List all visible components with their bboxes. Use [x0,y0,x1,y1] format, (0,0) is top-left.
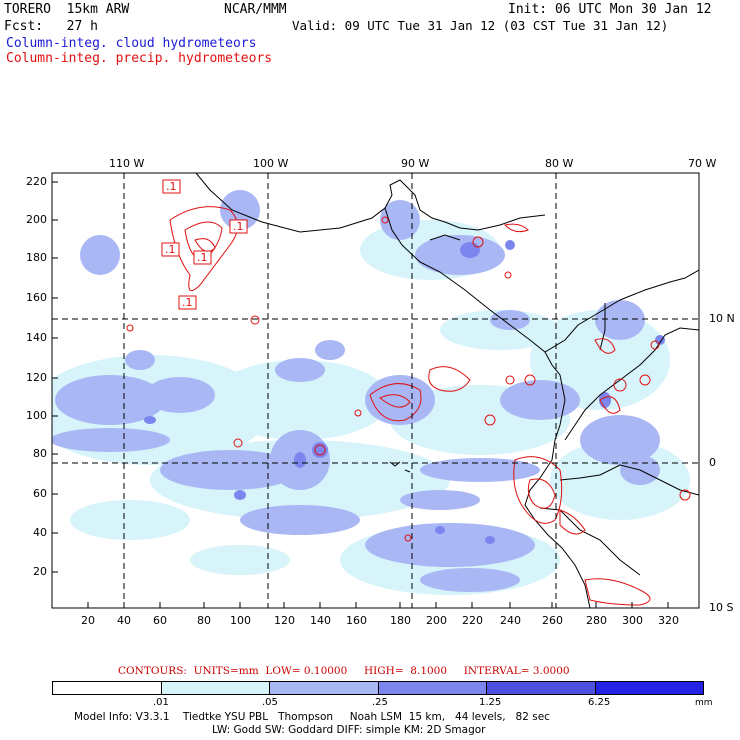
lon-label: 80 W [545,157,574,170]
axis-ticks [52,181,669,608]
contour-label: .1 [166,180,177,193]
lat-label: 10 S [709,601,734,614]
contour-label-boxes [161,179,248,310]
precip-contours [126,206,691,606]
lon-label: 110 W [109,157,145,170]
lon-label: 70 W [688,157,717,170]
y-tick-label: 120 [26,371,47,384]
x-tick-label: 240 [500,614,521,627]
colorbar-label: .25 [372,697,388,708]
physics-info: LW: Godd SW: Goddard DIFF: simple KM: 2D… [212,724,486,736]
field-precip-title: Column-integ. precip. hydrometeors [6,51,273,66]
contours-legend: CONTOURS: UNITS=mm LOW= 0.10000 HIGH= 8.… [118,665,570,677]
plot-frame [51,172,700,609]
model-info: Model Info: V3.3.1 Tiedtke YSU PBL Thomp… [74,711,550,723]
y-tick-label: 140 [26,331,47,344]
forecast-hour: Fcst: 27 h [4,19,98,34]
colorbar-units: mm [695,698,713,708]
color-bin [595,682,703,694]
color-bin [487,682,596,694]
x-tick-label: 220 [462,614,483,627]
field-cloud-title: Column-integ. cloud hydrometeors [6,36,257,51]
color-bin [53,682,162,694]
colorbar-label: .05 [262,697,278,708]
x-tick-label: 280 [586,614,607,627]
y-tick-label: 80 [33,447,47,460]
org-label: NCAR/MMM [224,2,287,17]
x-tick-label: 140 [310,614,331,627]
color-bin [270,682,379,694]
lat-label: 10 N [709,312,735,325]
y-tick-label: 180 [26,251,47,264]
colorbar-label: .01 [153,697,169,708]
x-tick-label: 120 [274,614,295,627]
x-tick-label: 180 [390,614,411,627]
contour-label: .1 [182,296,193,309]
color-bin [378,682,487,694]
y-tick-label: 60 [33,487,47,500]
coastlines [195,173,699,608]
color-bin [161,682,270,694]
model-title: TORERO 15km ARW [4,2,130,17]
lon-label: 100 W [253,157,289,170]
color-bar [52,681,704,695]
x-tick-label: 260 [542,614,563,627]
x-tick-label: 100 [230,614,251,627]
contour-label: .1 [233,220,244,233]
init-time: Init: 06 UTC Mon 30 Jan 12 [508,2,712,17]
contour-label: .1 [165,243,176,256]
colorbar-label: 6.25 [588,697,611,708]
y-tick-label: 20 [33,565,47,578]
x-tick-label: 200 [426,614,447,627]
cloud-field [52,190,690,595]
colorbar-label: 1.25 [479,697,502,708]
x-tick-label: 80 [197,614,211,627]
x-tick-label: 160 [346,614,367,627]
x-tick-label: 300 [622,614,643,627]
lat-label: 0 [709,456,716,469]
x-tick-label: 320 [658,614,679,627]
y-tick-label: 100 [26,409,47,422]
lat-lon-grid [52,173,699,608]
y-tick-label: 40 [33,526,47,539]
y-tick-label: 220 [26,175,47,188]
contour-label: .1 [197,251,208,264]
x-tick-label: 60 [153,614,167,627]
x-tick-label: 40 [117,614,131,627]
x-tick-label: 20 [81,614,95,627]
y-tick-label: 160 [26,291,47,304]
y-tick-label: 200 [26,213,47,226]
valid-time: Valid: 09 UTC Tue 31 Jan 12 (03 CST Tue … [292,18,669,33]
lon-label: 90 W [401,157,430,170]
